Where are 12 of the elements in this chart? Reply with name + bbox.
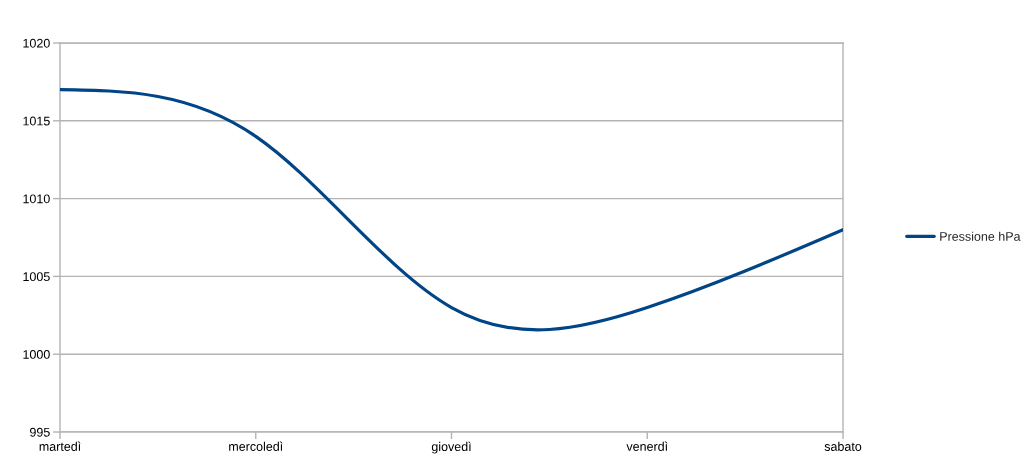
x-tick-label: martedì: [39, 441, 81, 451]
x-tick-label: mercoledì: [229, 441, 283, 451]
y-tick-label: 1015: [23, 116, 50, 126]
y-tick-label: 1005: [23, 272, 50, 282]
x-tick-label: sabato: [824, 441, 862, 451]
y-tick-label: 1000: [23, 350, 50, 359]
legend-label: Pressione hPa: [940, 231, 1021, 241]
y-tick-label: 1020: [23, 38, 50, 48]
y-tick-label: 1010: [23, 194, 50, 204]
x-tick-label: venerdì: [626, 441, 668, 451]
x-tick-label: giovedì: [431, 441, 471, 454]
y-tick-label: 995: [30, 427, 50, 437]
